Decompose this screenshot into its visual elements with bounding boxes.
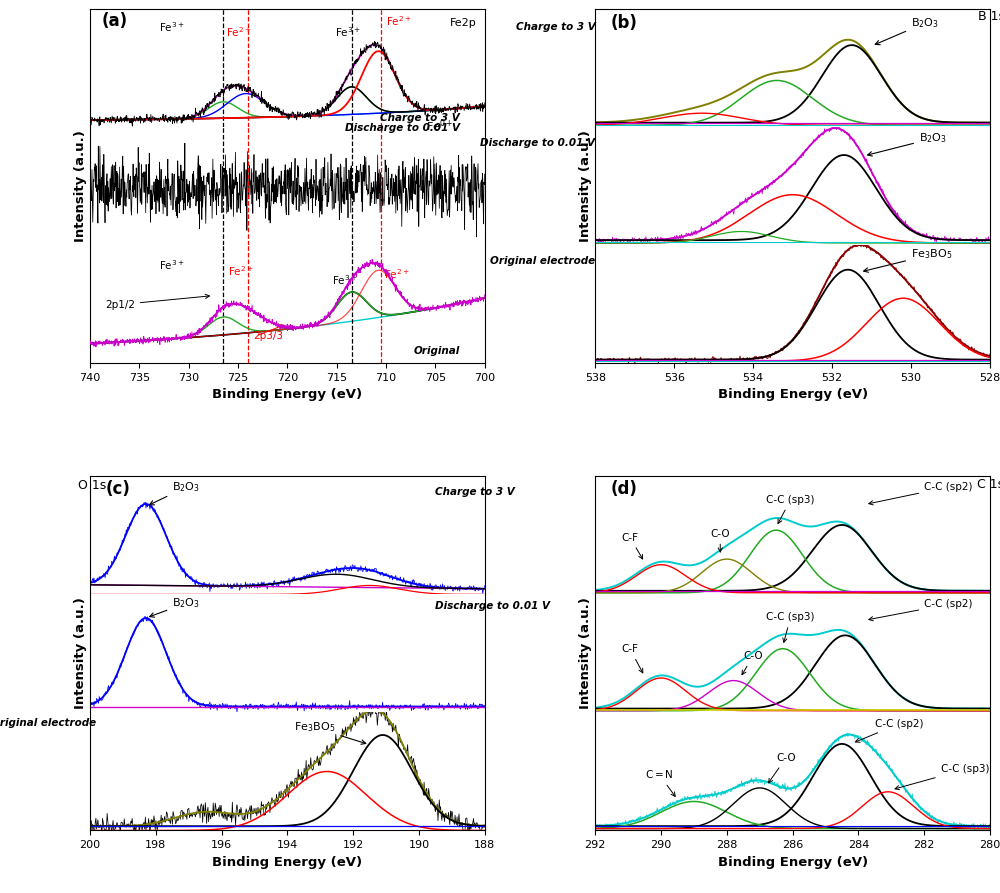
- Text: C-C (sp3): C-C (sp3): [766, 613, 815, 642]
- Text: Charge to 3 V: Charge to 3 V: [435, 487, 515, 497]
- Text: Original electrode: Original electrode: [0, 718, 97, 729]
- Text: (d): (d): [611, 480, 638, 498]
- Text: Fe$^{2+}$: Fe$^{2+}$: [384, 267, 410, 280]
- Text: Fe$^{2+}$: Fe$^{2+}$: [386, 14, 412, 29]
- Y-axis label: Intensity (a.u.): Intensity (a.u.): [74, 597, 87, 709]
- Text: C-C (sp3): C-C (sp3): [766, 495, 815, 523]
- Text: Discharge to 0.01 V: Discharge to 0.01 V: [345, 123, 460, 133]
- X-axis label: Binding Energy (eV): Binding Energy (eV): [718, 388, 868, 401]
- Text: Fe2p: Fe2p: [450, 18, 477, 29]
- Text: C-O: C-O: [742, 651, 763, 675]
- Text: B$_2$O$_3$: B$_2$O$_3$: [150, 480, 200, 505]
- Text: Charge to 3 V: Charge to 3 V: [516, 22, 595, 32]
- Text: Fe$^{2+}$: Fe$^{2+}$: [228, 264, 254, 279]
- Text: (c): (c): [106, 480, 131, 498]
- Text: (b): (b): [611, 13, 638, 31]
- Text: Fe$_3$BO$_5$: Fe$_3$BO$_5$: [864, 247, 952, 272]
- X-axis label: Binding Energy (eV): Binding Energy (eV): [212, 388, 362, 401]
- Text: Fe$^{3+}$: Fe$^{3+}$: [159, 258, 185, 271]
- Text: C-C (sp2): C-C (sp2): [869, 482, 973, 505]
- Text: 2p3/3: 2p3/3: [253, 331, 283, 341]
- Text: Charge to 3 V: Charge to 3 V: [380, 113, 460, 123]
- Text: B$_2$O$_3$: B$_2$O$_3$: [875, 16, 939, 45]
- Text: Fe$^{3+}$: Fe$^{3+}$: [335, 26, 361, 39]
- Y-axis label: Intensity (a.u.): Intensity (a.u.): [74, 130, 87, 242]
- Text: Fe$_3$BO$_5$: Fe$_3$BO$_5$: [294, 721, 366, 744]
- Text: Discharge to 0.01 V: Discharge to 0.01 V: [480, 138, 595, 148]
- Text: Discharge to 0.01 V: Discharge to 0.01 V: [435, 601, 550, 611]
- Text: C-O: C-O: [710, 529, 730, 552]
- Text: B$_2$O$_3$: B$_2$O$_3$: [150, 597, 200, 617]
- Text: (a): (a): [102, 13, 128, 30]
- Text: Fe$^{0+}$: Fe$^{0+}$: [426, 118, 453, 135]
- Text: Original: Original: [414, 346, 460, 356]
- Text: C 1s: C 1s: [977, 479, 1000, 491]
- Text: B$_2$O$_3$: B$_2$O$_3$: [868, 131, 947, 156]
- X-axis label: Binding Energy (eV): Binding Energy (eV): [718, 855, 868, 869]
- Text: Fe$^{3+}$: Fe$^{3+}$: [159, 21, 185, 34]
- Text: C$=$N: C$=$N: [645, 768, 675, 797]
- Text: C-F: C-F: [622, 644, 643, 672]
- Text: O 1s: O 1s: [78, 479, 106, 491]
- Y-axis label: Intensity (a.u.): Intensity (a.u.): [579, 597, 592, 709]
- Text: B 1s: B 1s: [978, 10, 1000, 23]
- Text: C-C (sp2): C-C (sp2): [855, 719, 923, 742]
- Text: C-O: C-O: [769, 753, 796, 783]
- Text: C-C (sp2): C-C (sp2): [869, 599, 973, 621]
- Text: C-C (sp3): C-C (sp3): [895, 764, 989, 789]
- X-axis label: Binding Energy (eV): Binding Energy (eV): [212, 855, 362, 869]
- Text: C-F: C-F: [622, 532, 643, 559]
- Text: 2p1/2: 2p1/2: [105, 295, 210, 310]
- Text: Original electrode: Original electrode: [490, 256, 595, 266]
- Text: Fe$^{3+}$: Fe$^{3+}$: [332, 273, 358, 288]
- Y-axis label: Intensity (a.u.): Intensity (a.u.): [579, 130, 592, 242]
- Text: Fe$^{2+}$: Fe$^{2+}$: [226, 26, 252, 39]
